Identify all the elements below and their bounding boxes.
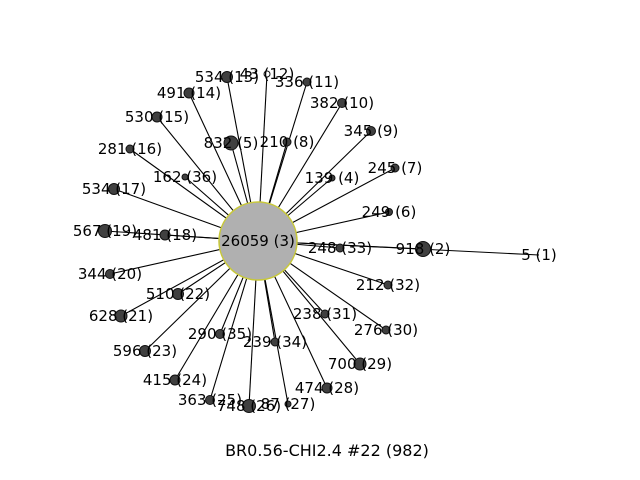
node-n9 (366, 126, 376, 136)
node-n4 (328, 174, 336, 182)
node-n20 (105, 269, 115, 279)
node-label-hub: 26059 (3) (221, 232, 295, 250)
node-n17 (108, 183, 120, 195)
figure-caption: BR0.56-CHI2.4 #22 (982) (225, 441, 429, 460)
node-n26 (242, 399, 256, 413)
node-n33 (335, 243, 345, 253)
node-n19 (98, 224, 112, 238)
node-label-n15: 530 (15) (125, 108, 189, 126)
node-n10 (337, 98, 347, 108)
node-layer (98, 70, 431, 413)
label-layer: 5 (1) 918 (2) 139 (4) 832 (5) 249 (6) 245 (7)… (73, 65, 557, 415)
node-label-n34: 239 (34) (243, 333, 307, 351)
node-label-n4: 139 (4) (305, 169, 360, 187)
node-n24 (169, 374, 181, 386)
node-n29 (353, 357, 367, 371)
node-hub (218, 201, 298, 281)
node-n15 (151, 111, 163, 123)
node-n14 (183, 87, 195, 99)
node-n32 (383, 280, 393, 290)
node-label-n27: 87 (27) (261, 395, 316, 413)
node-label-n7: 245 (7) (368, 159, 423, 177)
node-label-n17: 534 (17) (82, 180, 146, 198)
node-label-n9: 345 (9) (344, 122, 399, 140)
node-label-n6: 249 (6) (362, 203, 417, 221)
node-n34 (270, 337, 280, 347)
node-n16 (125, 144, 135, 154)
node-label-n18: 481 (18) (133, 226, 197, 244)
node-label-n26: 748 (26) (217, 397, 281, 415)
node-label-n32: 212 (32) (356, 276, 420, 294)
node-n12 (263, 70, 271, 78)
node-label-n22: 510 (22) (146, 285, 210, 303)
node-n21 (114, 309, 128, 323)
node-label-n20: 344 (20) (78, 265, 142, 283)
node-n7 (390, 163, 400, 173)
node-label-n1: 5 (1) (521, 246, 557, 264)
node-label-n23: 596 (23) (113, 342, 177, 360)
node-n6 (385, 208, 393, 216)
node-n18 (159, 229, 171, 241)
node-label-n13: 534 (13) (195, 68, 259, 86)
node-n2 (415, 241, 431, 257)
node-n27 (284, 400, 292, 408)
node-label-n30: 276 (30) (354, 321, 418, 339)
node-n25 (205, 395, 215, 405)
node-label-n36: 162 (36) (153, 168, 217, 186)
node-label-n28: 474 (28) (295, 379, 359, 397)
node-n11 (302, 77, 312, 87)
node-label-n16: 281 (16) (98, 140, 162, 158)
node-label-n8: 210 (8) (260, 133, 315, 151)
node-label-n10: 382 (10) (310, 94, 374, 112)
node-label-n21: 628 (21) (89, 307, 153, 325)
node-label-n11: 336 (11) (275, 73, 339, 91)
node-label-n29: 700 (29) (328, 355, 392, 373)
node-n36 (181, 173, 189, 181)
node-label-n25: 363 (25) (178, 391, 242, 409)
node-n5 (223, 135, 239, 151)
node-label-n31: 238 (31) (293, 305, 357, 323)
node-n13 (221, 71, 233, 83)
node-n8 (282, 137, 292, 147)
node-label-n35: 290 (35) (188, 325, 252, 343)
node-n30 (381, 325, 391, 335)
node-label-n14: 491 (14) (157, 84, 221, 102)
node-n35 (215, 329, 225, 339)
node-n23 (139, 345, 151, 357)
node-label-n5: 832 (5) (204, 134, 259, 152)
node-n31 (320, 309, 330, 319)
node-label-n2: 918 (2) (396, 240, 451, 258)
node-n22 (172, 288, 184, 300)
node-label-n33: 248 (33) (308, 239, 372, 257)
node-label-n24: 415 (24) (143, 371, 207, 389)
node-label-n12: 43 (12) (240, 65, 295, 83)
node-n28 (321, 382, 333, 394)
node-label-n19: 567 (19) (73, 222, 137, 240)
